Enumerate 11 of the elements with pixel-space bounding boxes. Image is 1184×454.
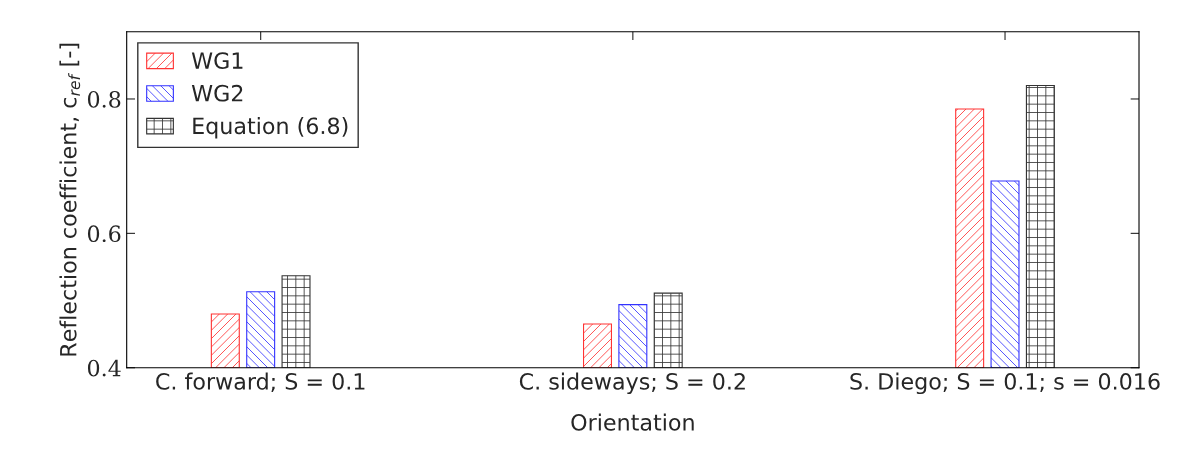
x-tick-label: S. Diego; S = 0.1; s = 0.016 [850,372,1160,395]
y-tick-label: 0.8 [87,90,121,108]
legend-label: WG1 [191,52,243,69]
legend-label: WG2 [191,84,243,102]
y-axis-title: Reflection coefficient, c$_{ref}$ [-] [59,43,81,356]
y-tick-label: 0.6 [87,225,121,243]
legend-label: Equation (6.8) [193,117,348,139]
x-axis-title: Orientation [571,413,694,431]
y-tick-label: 0.4 [87,359,121,377]
x-tick-label: C. sideways; S = 0.2 [519,372,745,395]
x-tick-label: C. forward; S = 0.1 [156,372,365,393]
